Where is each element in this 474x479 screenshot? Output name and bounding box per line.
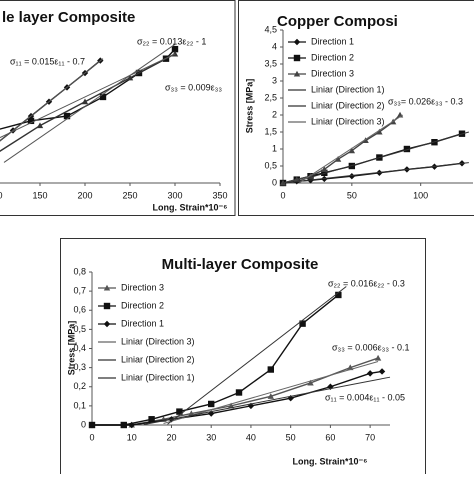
equation-annotation: σ₃₃ = 0.009ε₃₃ [165, 82, 222, 92]
legend-label: Direction 2 [311, 52, 354, 62]
legend-label: Direction 2 [121, 300, 164, 310]
legend-label: Liniar (Direction 3) [121, 336, 195, 346]
x-tick-label: 0 [89, 432, 94, 442]
chart-title: Copper Composi [277, 13, 398, 30]
point-marker [64, 113, 70, 119]
equation-annotation: σ₁₁ = 0.004ε₁₁ - 0.05 [325, 392, 405, 402]
legend-label: Direction 1 [121, 318, 164, 328]
x-tick-label: 0 [280, 190, 285, 200]
x-tick-label: 20 [166, 432, 176, 442]
x-tick-label: 10 [127, 432, 137, 442]
equation-annotation: σ₂₂ = 0.016ε₂₂ - 0.3 [328, 278, 405, 288]
point-marker [104, 303, 110, 309]
y-tick-label: 0 [272, 177, 277, 187]
legend-label: Liniar (Direction 2) [121, 354, 195, 364]
y-tick-label: 3 [272, 75, 277, 85]
x-tick-label: 70 [365, 432, 375, 442]
y-tick-label: 4,5 [264, 24, 277, 34]
point-marker [208, 401, 214, 407]
chart-title: le layer Composite [2, 9, 135, 26]
y-tick-label: 1 [272, 143, 277, 153]
y-tick-label: 0,8 [73, 266, 86, 276]
legend-label: Direction 3 [311, 68, 354, 78]
y-tick-label: 0,1 [73, 400, 86, 410]
y-tick-label: 2 [272, 109, 277, 119]
legend-label: Liniar (Direction 3) [311, 116, 385, 126]
x-axis-label: Long. Strain*10⁻⁶ [293, 456, 368, 466]
y-tick-label: 4 [272, 41, 277, 51]
y-tick-label: 0 [81, 419, 86, 429]
y-tick-label: 0,7 [73, 286, 86, 296]
y-tick-label: 1,5 [264, 126, 277, 136]
point-marker [100, 94, 106, 100]
point-marker [268, 366, 274, 372]
x-tick-label: 200 [77, 190, 92, 200]
x-tick-label: 50 [347, 190, 357, 200]
y-tick-label: 0,6 [73, 305, 86, 315]
legend-label: Liniar (Direction 1) [121, 372, 195, 382]
legend-label: Liniar (Direction 2) [311, 100, 385, 110]
x-tick-label: 40 [246, 432, 256, 442]
point-marker [294, 55, 300, 61]
x-tick-label: 150 [32, 190, 47, 200]
y-axis-label: Stress [MPa] [244, 79, 254, 134]
point-marker [236, 389, 242, 395]
y-tick-label: 2,5 [264, 92, 277, 102]
equation-annotation: σ₃₃ = 0.006ε₃₃ - 0.1 [332, 342, 410, 352]
x-axis-label: Long. Strain*10⁻⁶ [153, 202, 228, 212]
x-tick-label: 300 [167, 190, 182, 200]
x-tick-label: 250 [122, 190, 137, 200]
y-tick-label: 3,5 [264, 58, 277, 68]
x-tick-label: 30 [206, 432, 216, 442]
equation-annotation: σ₂₂ = 0.013ε₂₂ - 1 [137, 36, 206, 46]
equation-annotation: σ₃₃= 0.026ε₃₃ - 0.3 [388, 96, 463, 106]
y-tick-label: 0,5 [264, 160, 277, 170]
x-tick-label: 100 [413, 190, 428, 200]
x-tick-label: 50 [286, 432, 296, 442]
x-tick-label: 60 [325, 432, 335, 442]
equation-annotation: σ₁₁ = 0.015ε₁₁ - 0.7 [10, 56, 85, 66]
legend-label: Liniar (Direction 1) [311, 84, 385, 94]
legend-label: Direction 1 [311, 36, 354, 46]
x-tick-label: 350 [212, 190, 227, 200]
y-axis-label: Stress [MPa] [66, 321, 76, 376]
x-tick-label: 100 [0, 190, 3, 200]
y-tick-label: 0,2 [73, 381, 86, 391]
legend-label: Direction 3 [121, 282, 164, 292]
chart-title: Multi-layer Composite [162, 256, 319, 273]
